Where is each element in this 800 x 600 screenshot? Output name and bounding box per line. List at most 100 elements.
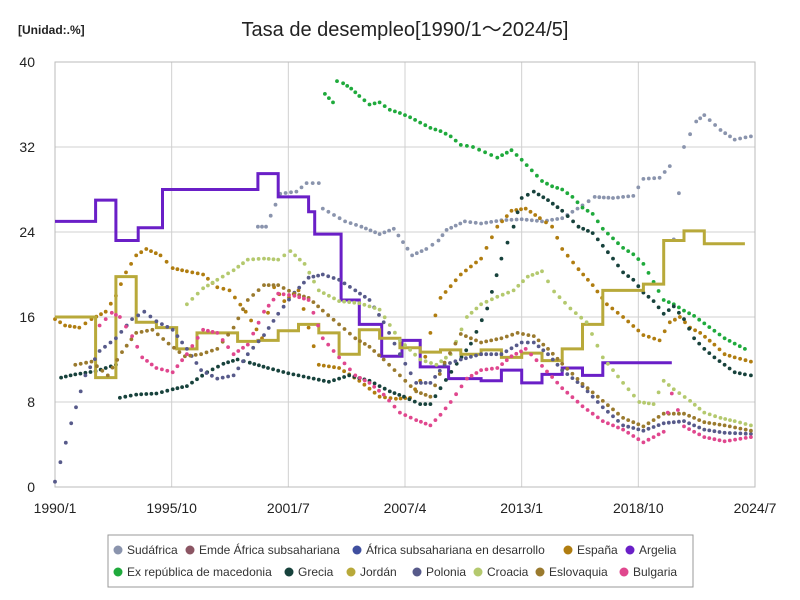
data-point	[428, 423, 433, 428]
data-point	[546, 198, 550, 203]
data-point	[717, 438, 722, 443]
data-point	[727, 353, 732, 358]
data-point	[541, 195, 546, 200]
data-point	[621, 427, 625, 432]
data-point	[611, 256, 615, 261]
series-3	[53, 206, 753, 401]
data-point	[144, 247, 149, 251]
data-point	[555, 380, 560, 385]
data-point	[697, 418, 702, 422]
data-point	[687, 326, 691, 331]
data-point	[206, 283, 210, 288]
data-point	[316, 181, 321, 186]
data-point	[661, 411, 666, 416]
data-point	[180, 268, 185, 273]
data-point	[671, 420, 676, 425]
data-point	[357, 94, 362, 98]
data-point	[266, 366, 270, 370]
data-point	[610, 306, 615, 311]
legend-swatch	[625, 545, 635, 555]
data-point	[651, 402, 656, 406]
data-point	[160, 367, 164, 372]
data-point	[327, 96, 331, 100]
data-point	[382, 104, 387, 108]
data-point	[387, 107, 392, 112]
data-point	[560, 247, 565, 251]
data-point	[148, 314, 153, 319]
data-point	[590, 332, 594, 336]
data-point	[153, 251, 158, 256]
data-point	[703, 334, 707, 339]
data-point	[362, 382, 367, 387]
data-point	[276, 291, 281, 296]
data-point	[636, 437, 641, 442]
data-point	[109, 310, 114, 315]
data-point	[235, 357, 240, 362]
data-point	[337, 299, 341, 303]
data-point	[164, 259, 169, 264]
data-point	[636, 257, 641, 261]
data-point	[590, 231, 595, 236]
data-point	[419, 249, 424, 254]
data-point	[489, 338, 494, 343]
data-point	[271, 367, 275, 372]
data-point	[494, 273, 499, 278]
data-point	[408, 384, 413, 388]
data-point	[241, 345, 245, 350]
data-point	[449, 370, 454, 374]
data-point	[414, 251, 419, 256]
data-point	[555, 362, 560, 367]
data-point	[678, 315, 682, 319]
data-point	[733, 437, 737, 442]
data-point	[437, 372, 442, 376]
data-point	[276, 311, 281, 316]
data-point	[575, 399, 580, 404]
data-point	[231, 359, 235, 363]
data-point	[616, 374, 620, 379]
data-point	[552, 289, 556, 294]
data-point	[367, 298, 372, 302]
data-point	[114, 336, 118, 341]
data-point	[316, 304, 320, 309]
data-point	[58, 460, 63, 465]
data-point	[465, 144, 469, 148]
data-point	[337, 216, 342, 221]
data-point	[580, 205, 585, 210]
data-point	[509, 354, 514, 359]
data-point	[479, 318, 484, 323]
data-point	[428, 126, 433, 130]
series-11	[97, 291, 753, 445]
data-point	[479, 302, 483, 307]
data-point	[139, 330, 144, 334]
data-point	[180, 358, 185, 363]
data-point	[394, 396, 398, 401]
data-point	[256, 257, 261, 261]
data-point	[473, 220, 478, 225]
data-point	[271, 257, 276, 262]
data-point	[646, 294, 651, 299]
data-point	[698, 116, 703, 121]
data-point	[306, 375, 311, 380]
data-point	[673, 317, 677, 322]
data-point	[637, 400, 642, 404]
data-point	[509, 217, 514, 222]
data-point	[529, 352, 533, 357]
data-point	[723, 417, 728, 421]
data-point	[165, 368, 170, 373]
data-point	[661, 378, 666, 383]
data-point	[687, 413, 691, 418]
data-point	[414, 418, 419, 422]
data-point	[68, 324, 72, 329]
data-point	[362, 294, 367, 299]
data-point	[718, 416, 723, 420]
data-point	[575, 380, 580, 384]
data-point	[707, 338, 712, 343]
data-point	[458, 332, 463, 336]
data-point	[652, 336, 657, 341]
data-point	[565, 253, 570, 258]
y-tick-label: 32	[19, 139, 35, 155]
data-point	[392, 368, 397, 372]
data-point	[327, 364, 331, 369]
data-point	[210, 373, 214, 378]
data-point	[738, 356, 742, 361]
